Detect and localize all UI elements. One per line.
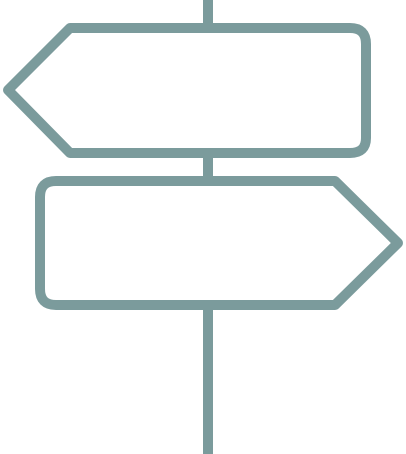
right-arrow-sign (35, 176, 403, 310)
left-arrow-sign (3, 23, 371, 158)
